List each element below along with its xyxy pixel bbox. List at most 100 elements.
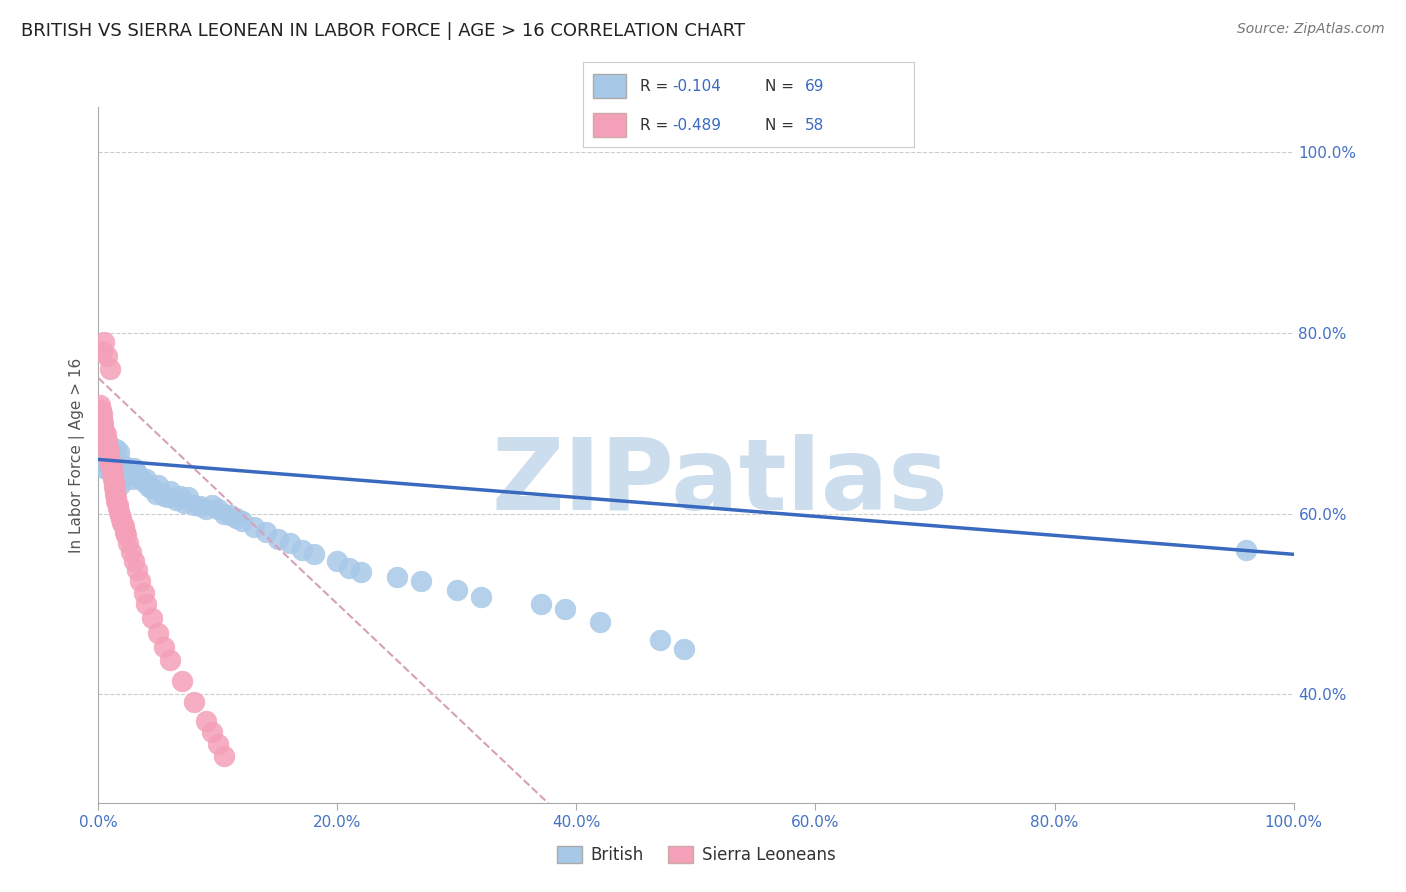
- Point: [98, 449, 121, 463]
- Point: [90, 452, 112, 467]
- Point: [138, 479, 160, 493]
- Point: [141, 610, 163, 624]
- Point: [94, 433, 117, 447]
- Point: [188, 500, 211, 514]
- Point: [104, 452, 127, 467]
- Point: [173, 496, 195, 510]
- Point: [120, 544, 142, 558]
- Point: [100, 461, 122, 475]
- Point: [98, 454, 122, 468]
- Point: [129, 574, 152, 589]
- Point: [648, 633, 672, 648]
- Point: [165, 493, 187, 508]
- Point: [169, 489, 191, 503]
- Text: N =: N =: [765, 78, 799, 94]
- Point: [145, 487, 167, 501]
- Point: [110, 512, 132, 526]
- FancyBboxPatch shape: [593, 113, 627, 137]
- Point: [98, 452, 121, 467]
- Point: [207, 502, 229, 516]
- Text: 69: 69: [804, 78, 824, 94]
- Point: [107, 505, 129, 519]
- Point: [117, 461, 139, 475]
- Point: [554, 601, 576, 615]
- Point: [91, 421, 114, 435]
- Point: [254, 524, 277, 539]
- Point: [201, 725, 224, 739]
- Point: [117, 468, 139, 483]
- Point: [93, 442, 115, 456]
- Point: [93, 334, 115, 349]
- Point: [212, 748, 235, 763]
- Point: [91, 411, 114, 425]
- Point: [350, 566, 373, 580]
- Point: [201, 498, 224, 512]
- Point: [89, 398, 111, 412]
- Point: [225, 511, 247, 525]
- Point: [231, 514, 253, 528]
- Point: [111, 516, 134, 530]
- Point: [115, 528, 138, 542]
- Point: [141, 481, 163, 495]
- Point: [93, 430, 115, 444]
- Legend: British, Sierra Leoneans: British, Sierra Leoneans: [550, 839, 842, 871]
- Point: [91, 457, 114, 471]
- Point: [105, 491, 128, 505]
- Point: [129, 470, 152, 484]
- Point: [91, 344, 114, 359]
- Point: [124, 461, 146, 475]
- Point: [195, 714, 218, 729]
- Point: [212, 507, 235, 521]
- Point: [132, 475, 155, 489]
- Point: [105, 470, 128, 484]
- Point: [302, 547, 325, 561]
- Point: [267, 532, 290, 546]
- Point: [96, 438, 118, 452]
- Text: ZIPatlas: ZIPatlas: [492, 434, 948, 532]
- Point: [101, 468, 124, 483]
- Point: [107, 501, 129, 516]
- Point: [114, 524, 136, 539]
- Point: [183, 498, 205, 512]
- Point: [385, 570, 409, 584]
- Point: [112, 519, 135, 533]
- Point: [159, 653, 181, 667]
- Point: [93, 425, 115, 440]
- Point: [125, 563, 148, 577]
- Point: [98, 448, 121, 462]
- Point: [148, 626, 170, 640]
- Text: Source: ZipAtlas.com: Source: ZipAtlas.com: [1237, 22, 1385, 37]
- Point: [446, 583, 468, 598]
- Point: [153, 640, 176, 655]
- Point: [100, 465, 122, 479]
- Point: [114, 463, 136, 477]
- Point: [96, 434, 118, 449]
- Point: [132, 586, 155, 600]
- Point: [104, 487, 127, 501]
- Point: [97, 463, 120, 477]
- Point: [470, 590, 492, 604]
- Point: [207, 737, 229, 751]
- Point: [124, 554, 146, 568]
- Point: [121, 472, 143, 486]
- Point: [589, 615, 612, 629]
- Point: [104, 483, 127, 498]
- Point: [125, 466, 148, 480]
- Point: [411, 574, 433, 589]
- Point: [101, 447, 124, 461]
- Point: [98, 443, 122, 458]
- Point: [111, 457, 134, 471]
- Text: 58: 58: [804, 118, 824, 133]
- Point: [291, 542, 314, 557]
- Point: [195, 502, 218, 516]
- Point: [135, 597, 157, 611]
- Point: [219, 508, 242, 523]
- Point: [326, 554, 349, 568]
- Point: [105, 494, 128, 508]
- Point: [101, 472, 124, 486]
- Point: [153, 489, 176, 503]
- Point: [117, 535, 139, 549]
- Point: [148, 477, 170, 491]
- Point: [107, 498, 129, 512]
- Y-axis label: In Labor Force | Age > 16: In Labor Force | Age > 16: [69, 358, 84, 552]
